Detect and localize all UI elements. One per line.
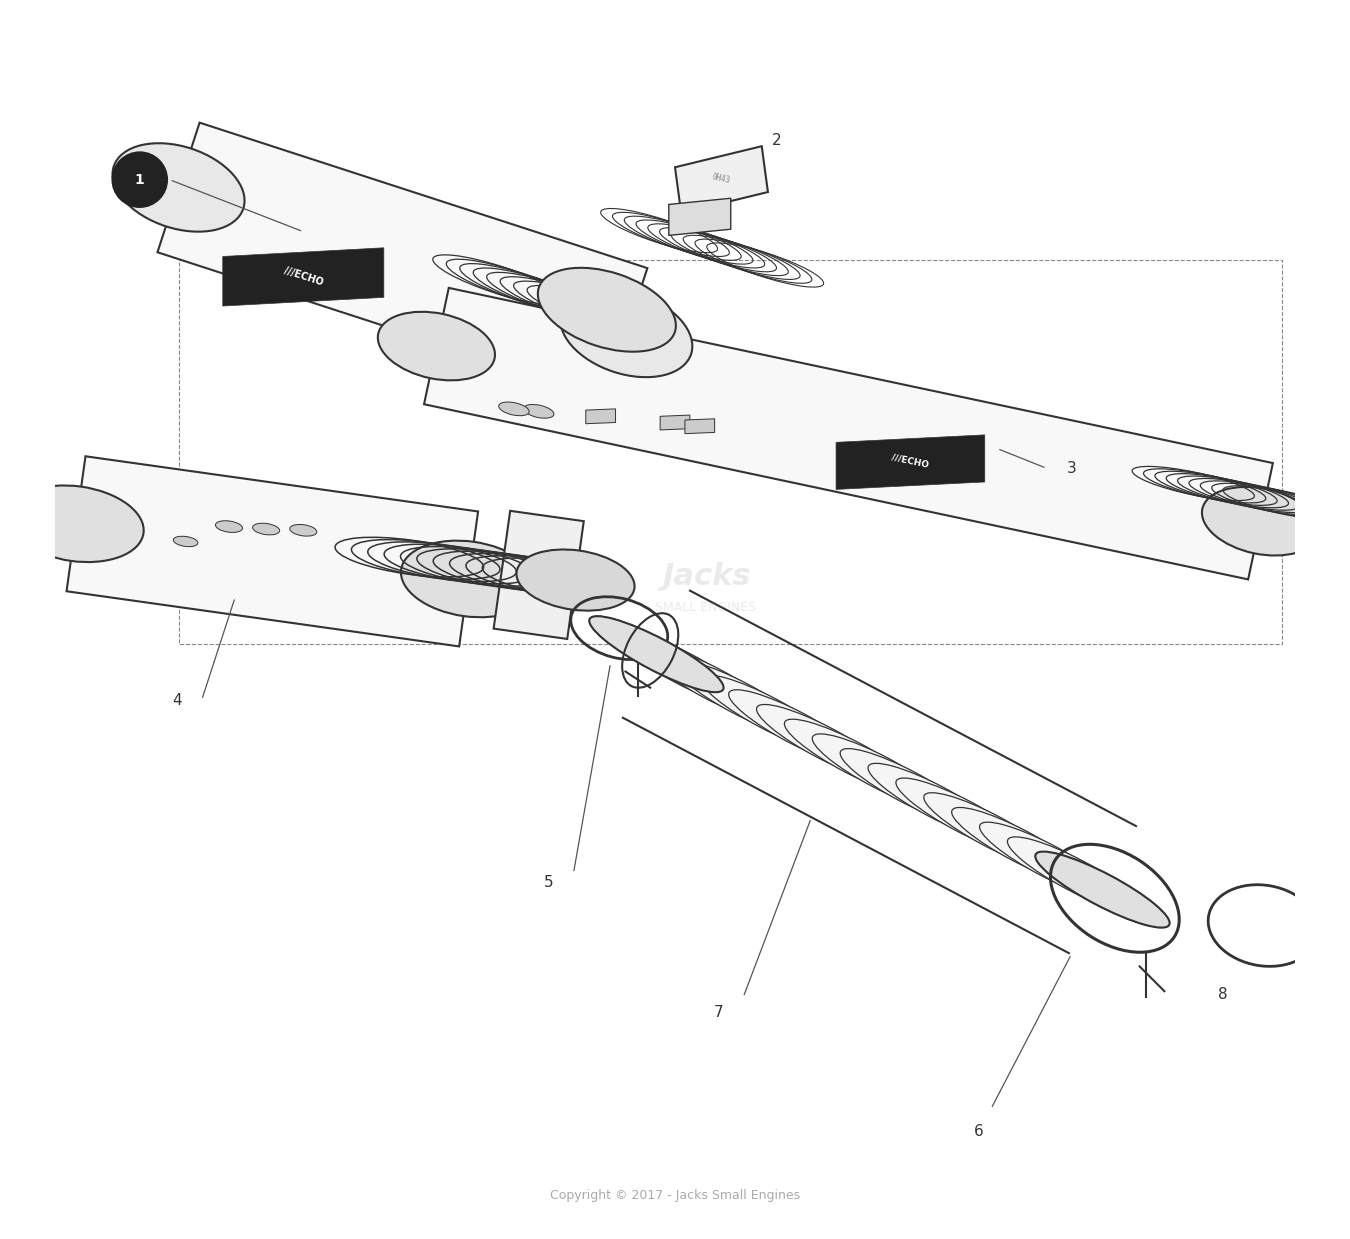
Ellipse shape	[290, 524, 317, 536]
Ellipse shape	[868, 763, 1002, 839]
Ellipse shape	[1007, 836, 1142, 913]
Ellipse shape	[173, 536, 198, 546]
Ellipse shape	[1035, 851, 1169, 928]
Polygon shape	[424, 287, 1273, 580]
Ellipse shape	[8, 486, 143, 563]
Ellipse shape	[756, 705, 891, 781]
Polygon shape	[675, 146, 768, 213]
Text: 3: 3	[1066, 461, 1076, 476]
Polygon shape	[494, 510, 583, 639]
Text: Copyright © 2017 - Jacks Small Engines: Copyright © 2017 - Jacks Small Engines	[549, 1189, 801, 1202]
Circle shape	[112, 152, 167, 207]
Text: 7: 7	[714, 1005, 724, 1020]
Ellipse shape	[701, 675, 836, 751]
Text: SMALL ENGINES: SMALL ENGINES	[655, 601, 756, 613]
Ellipse shape	[1035, 851, 1169, 928]
Text: ///ECHO: ///ECHO	[891, 452, 930, 470]
Ellipse shape	[537, 268, 676, 352]
Ellipse shape	[672, 660, 807, 736]
Ellipse shape	[216, 520, 243, 533]
Text: Jacks: Jacks	[662, 561, 751, 591]
Ellipse shape	[1202, 487, 1319, 555]
Ellipse shape	[378, 312, 495, 380]
Ellipse shape	[560, 289, 693, 377]
Polygon shape	[660, 415, 690, 430]
Text: 6: 6	[973, 1124, 983, 1139]
Polygon shape	[668, 198, 730, 235]
Polygon shape	[684, 419, 714, 434]
Text: ///ECHO: ///ECHO	[282, 265, 324, 287]
Text: 4: 4	[171, 693, 182, 707]
Ellipse shape	[952, 808, 1085, 883]
Polygon shape	[223, 248, 383, 306]
Ellipse shape	[589, 616, 724, 693]
Ellipse shape	[617, 631, 752, 707]
Ellipse shape	[840, 748, 975, 825]
Polygon shape	[66, 456, 478, 647]
Polygon shape	[158, 123, 648, 398]
Text: 1: 1	[135, 172, 144, 187]
Ellipse shape	[112, 144, 244, 232]
Text: 0H43: 0H43	[711, 172, 730, 185]
Ellipse shape	[498, 401, 529, 416]
Ellipse shape	[980, 823, 1114, 898]
Ellipse shape	[729, 690, 863, 766]
Ellipse shape	[524, 404, 554, 419]
Polygon shape	[586, 409, 616, 424]
Ellipse shape	[401, 540, 536, 617]
Text: 8: 8	[1218, 987, 1227, 1002]
Ellipse shape	[813, 733, 946, 810]
Ellipse shape	[784, 719, 919, 795]
Ellipse shape	[589, 616, 724, 693]
Text: 5: 5	[544, 875, 554, 890]
Ellipse shape	[517, 549, 634, 611]
Ellipse shape	[923, 793, 1058, 869]
Polygon shape	[836, 435, 984, 489]
Text: 2: 2	[772, 133, 782, 147]
Ellipse shape	[645, 646, 779, 721]
Ellipse shape	[252, 523, 279, 535]
Ellipse shape	[896, 778, 1030, 854]
